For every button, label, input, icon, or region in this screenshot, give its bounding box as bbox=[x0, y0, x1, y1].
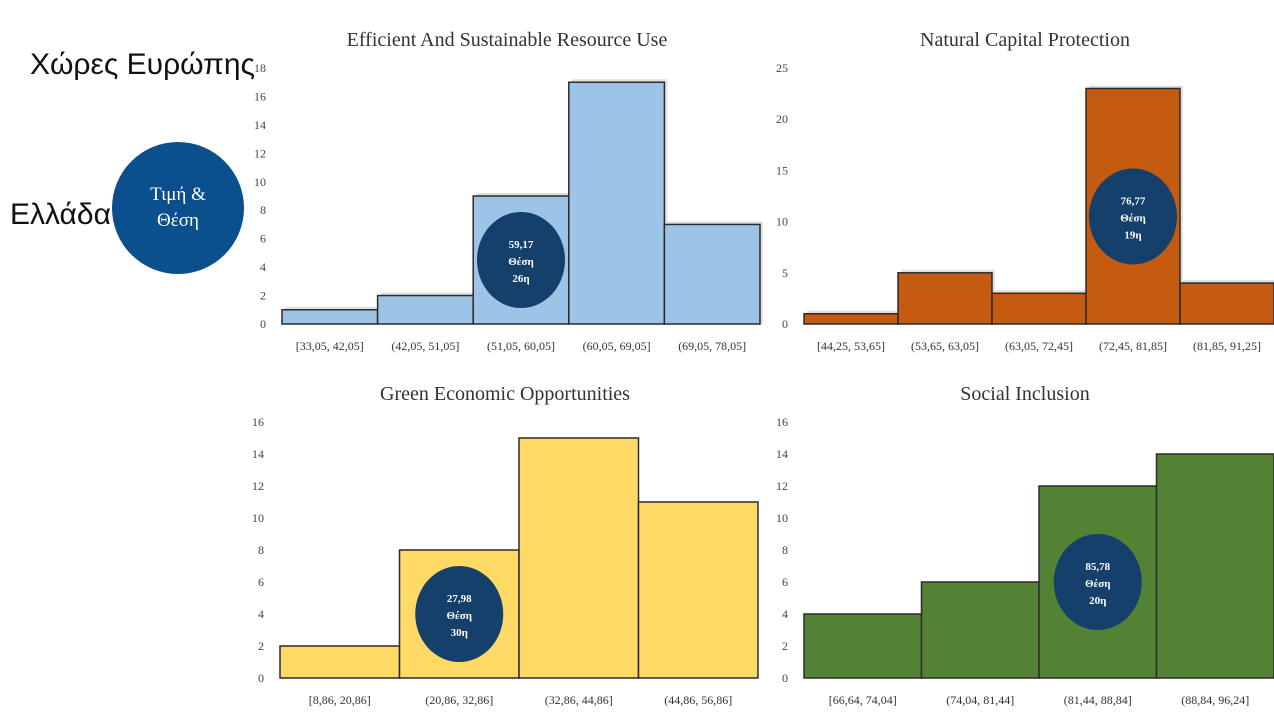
legend-line-value: Τιμή & bbox=[150, 182, 206, 208]
chart3-ytick-5: 10 bbox=[776, 511, 788, 525]
chart2-bar-2 bbox=[519, 438, 639, 678]
legend-line-rank: Θέση bbox=[150, 208, 206, 234]
chart0-ytick-5: 10 bbox=[254, 175, 266, 189]
chart0-xtick-0: [33,05, 42,05] bbox=[296, 339, 364, 353]
chart2-greece-marker-text-1: Θέση bbox=[447, 610, 473, 622]
chart2-bar-0 bbox=[280, 646, 400, 678]
chart2-ytick-4: 8 bbox=[258, 543, 264, 557]
chart1-greece-marker-text-0: 76,77 bbox=[1121, 195, 1146, 207]
chart3-bar-3 bbox=[1157, 454, 1274, 678]
chart0-bar-3 bbox=[569, 82, 665, 324]
chart3-greece-marker-text-0: 85,78 bbox=[1085, 561, 1110, 573]
chart-natural-capital-protection: Natural Capital Protection 0 5 10 15 20 25 [44,… bbox=[770, 18, 1274, 363]
chart2-ytick-7: 14 bbox=[252, 447, 264, 461]
chart3-ytick-8: 16 bbox=[776, 415, 788, 429]
chart-svg-natural-capital-protection: Natural Capital Protection 0 5 10 15 20 25 [44,… bbox=[770, 18, 1274, 363]
chart2-ytick-1: 2 bbox=[258, 639, 264, 653]
chart0-greece-marker-text-0: 59,17 bbox=[509, 239, 534, 251]
chart3-xtick-3: (88,84, 96,24] bbox=[1181, 693, 1249, 707]
chart1-ytick-2: 10 bbox=[776, 215, 788, 229]
chart2-greece-marker-text-0: 27,98 bbox=[447, 593, 472, 605]
chart-svg-green-economic-opportunities: Green Economic Opportunities 0 2 4 6 8 10 12 14 1… bbox=[248, 372, 760, 717]
chart0-ytick-1: 2 bbox=[260, 289, 266, 303]
chart0-greece-marker-text-2: 26η bbox=[512, 273, 529, 285]
chart3-xtick-2: (81,44, 88,84] bbox=[1064, 693, 1132, 707]
chart2-xtick-0: [8,86, 20,86] bbox=[309, 693, 371, 707]
chart1-title: Natural Capital Protection bbox=[920, 29, 1130, 51]
chart0-ytick-8: 16 bbox=[254, 89, 266, 103]
europe-countries-label: Χώρες Ευρώπης bbox=[30, 48, 255, 82]
chart0-bar-4 bbox=[664, 224, 760, 324]
chart0-ytick-9: 18 bbox=[254, 61, 266, 75]
chart1-xtick-4: (81,85, 91,25] bbox=[1193, 339, 1261, 353]
chart2-ytick-8: 16 bbox=[252, 415, 264, 429]
chart0-ytick-4: 8 bbox=[260, 203, 266, 217]
chart3-ytick-0: 0 bbox=[782, 671, 788, 685]
chart2-ytick-6: 12 bbox=[252, 479, 264, 493]
chart0-xtick-3: (60,05, 69,05] bbox=[583, 339, 651, 353]
chart3-greece-marker-text-1: Θέση bbox=[1085, 578, 1111, 590]
chart0-xtick-4: (69,05, 78,05] bbox=[678, 339, 746, 353]
chart2-title: Green Economic Opportunities bbox=[380, 383, 630, 405]
chart1-xtick-2: (63,05, 72,45] bbox=[1005, 339, 1073, 353]
chart0-xtick-1: (42,05, 51,05] bbox=[391, 339, 459, 353]
chart2-ytick-0: 0 bbox=[258, 671, 264, 685]
chart1-ytick-1: 5 bbox=[782, 266, 788, 280]
greece-label: Ελλάδα bbox=[10, 198, 111, 232]
chart3-title: Social Inclusion bbox=[960, 383, 1089, 405]
chart-efficient-resource-use: Efficient And Sustainable Resource Use 0 2… bbox=[248, 18, 760, 363]
value-rank-legend-circle: Τιμή & Θέση bbox=[112, 142, 244, 274]
chart1-xtick-1: (53,65, 63,05] bbox=[911, 339, 979, 353]
chart1-xtick-3: (72,45, 81,85] bbox=[1099, 339, 1167, 353]
chart1-greece-marker-text-1: Θέση bbox=[1120, 212, 1146, 224]
chart1-ytick-5: 25 bbox=[776, 61, 788, 75]
chart3-ytick-6: 12 bbox=[776, 479, 788, 493]
chart0-ytick-2: 4 bbox=[260, 260, 266, 274]
chart2-ytick-3: 6 bbox=[258, 575, 264, 589]
chart-green-economic-opportunities: Green Economic Opportunities 0 2 4 6 8 10 12 14 1… bbox=[248, 372, 760, 717]
chart0-xtick-2: (51,05, 60,05] bbox=[487, 339, 555, 353]
chart1-bar-4 bbox=[1180, 283, 1274, 324]
chart1-greece-marker-text-2: 19η bbox=[1124, 229, 1141, 241]
chart3-ytick-2: 4 bbox=[782, 607, 788, 621]
chart1-ytick-3: 15 bbox=[776, 163, 788, 177]
chart1-bar-0 bbox=[804, 314, 898, 324]
chart-svg-efficient-resource-use: Efficient And Sustainable Resource Use 0 2… bbox=[248, 18, 760, 363]
chart2-xtick-3: (44,86, 56,86] bbox=[664, 693, 732, 707]
chart2-bar-3 bbox=[639, 502, 759, 678]
chart3-bar-1 bbox=[922, 582, 1040, 678]
chart-svg-social-inclusion: Social Inclusion 0 2 4 6 8 10 12 14 16 [66,64, 74,… bbox=[770, 372, 1274, 717]
chart0-title: Efficient And Sustainable Resource Use bbox=[347, 29, 668, 51]
chart3-greece-marker-text-2: 20η bbox=[1089, 595, 1106, 607]
chart3-xtick-0: [66,64, 74,04] bbox=[829, 693, 897, 707]
chart0-ytick-6: 12 bbox=[254, 146, 266, 160]
chart2-xtick-1: (20,86, 32,86] bbox=[425, 693, 493, 707]
chart0-ytick-0: 0 bbox=[260, 317, 266, 331]
chart3-xtick-1: (74,04, 81,44] bbox=[946, 693, 1014, 707]
chart3-bar-0 bbox=[804, 614, 922, 678]
chart1-xtick-0: [44,25, 53,65] bbox=[817, 339, 885, 353]
chart1-bar-2 bbox=[992, 293, 1086, 324]
chart1-ytick-0: 0 bbox=[782, 317, 788, 331]
chart0-ytick-3: 6 bbox=[260, 232, 266, 246]
chart3-ytick-7: 14 bbox=[776, 447, 788, 461]
chart3-ytick-4: 8 bbox=[782, 543, 788, 557]
chart-social-inclusion: Social Inclusion 0 2 4 6 8 10 12 14 16 [66,64, 74,… bbox=[770, 372, 1274, 717]
chart1-ytick-4: 20 bbox=[776, 112, 788, 126]
chart2-ytick-5: 10 bbox=[252, 511, 264, 525]
chart0-ytick-7: 14 bbox=[254, 118, 266, 132]
chart0-bar-0 bbox=[282, 310, 378, 324]
chart0-bar-1 bbox=[378, 296, 474, 324]
chart0-greece-marker-text-1: Θέση bbox=[508, 256, 534, 268]
chart3-ytick-1: 2 bbox=[782, 639, 788, 653]
chart2-ytick-2: 4 bbox=[258, 607, 264, 621]
chart2-xtick-2: (32,86, 44,86] bbox=[545, 693, 613, 707]
chart2-greece-marker-text-2: 30η bbox=[451, 627, 468, 639]
chart1-bar-1 bbox=[898, 273, 992, 324]
chart3-ytick-3: 6 bbox=[782, 575, 788, 589]
